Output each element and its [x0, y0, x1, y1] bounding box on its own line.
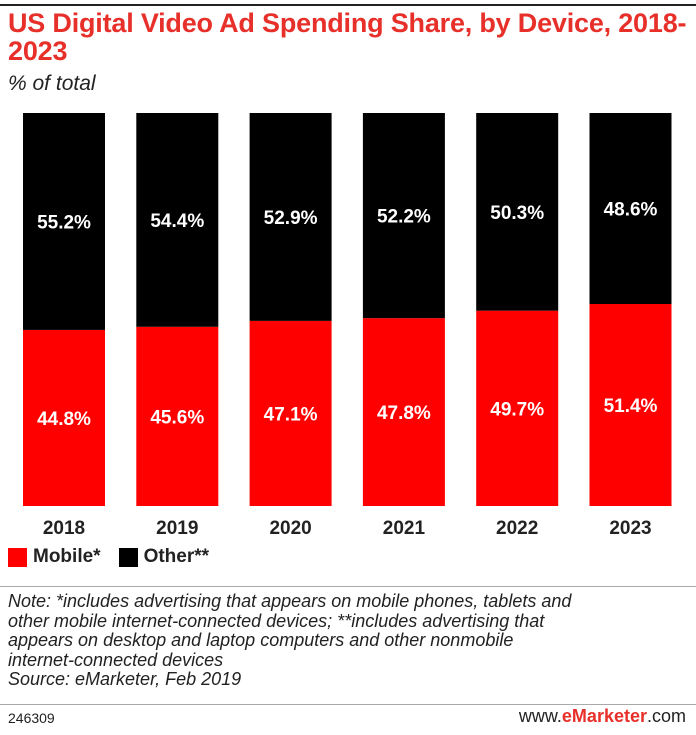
chart-title: US Digital Video Ad Spending Share, by D…: [8, 8, 687, 66]
legend-label-other: Other**: [143, 546, 210, 567]
bar-mobile-2020: [249, 320, 332, 506]
brand-logo: www.eMarketer.com: [519, 706, 686, 727]
data-label-other-2022: 50.3%: [490, 203, 544, 224]
x-tick-2023: 2023: [609, 518, 651, 539]
legend-swatch-other: [118, 547, 138, 567]
legend-item-mobile: Mobile*: [8, 546, 101, 568]
data-label-mobile-2021: 47.8%: [377, 403, 431, 424]
legend-item-other: Other**: [118, 546, 210, 568]
chart-subtitle: % of total: [8, 72, 96, 95]
data-label-mobile-2020: 47.1%: [264, 404, 318, 425]
legend: Mobile* Other**: [8, 546, 227, 568]
chart-id: 246309: [8, 710, 55, 726]
brand-name: eMarketer: [561, 706, 647, 726]
bar-other-2022: [476, 113, 559, 311]
bar-other-2018: [23, 113, 105, 330]
bar-mobile-2021: [362, 318, 445, 506]
bar-mobile-2019: [136, 326, 219, 506]
bar-mobile-2023: [589, 303, 672, 506]
x-tick-2021: 2021: [383, 518, 426, 539]
footnote: Note: *includes advertising that appears…: [8, 591, 678, 690]
data-label-other-2021: 52.2%: [377, 207, 431, 228]
stacked-bar-chart: 44.8% 55.2% 45.6% 54.4% 47.1% 52.9% 47.8% 52.2%…: [23, 113, 672, 539]
value-labels: 44.8% 55.2% 45.6% 54.4% 47.1% 52.9% 47.8% 52.2%…: [37, 199, 657, 429]
legend-label-mobile: Mobile*: [33, 546, 101, 567]
legend-swatch-mobile: [8, 547, 27, 567]
data-label-mobile-2023: 51.4%: [604, 396, 658, 417]
data-label-other-2018: 55.2%: [37, 212, 91, 233]
bar-other-2023: [589, 113, 672, 304]
data-label-mobile-2019: 45.6%: [150, 407, 204, 428]
bar-other-2020: [249, 113, 332, 321]
bar-other-2019: [136, 113, 219, 327]
source-line: Source: eMarketer, Feb 2019: [8, 669, 242, 689]
data-label-mobile-2022: 49.7%: [490, 399, 544, 420]
x-tick-2018: 2018: [43, 518, 85, 539]
footer-divider: [0, 586, 696, 587]
x-tick-2022: 2022: [496, 518, 538, 539]
brand-prefix: www.: [518, 706, 562, 726]
bar-other-2021: [362, 113, 445, 319]
note-line-2: other mobile internet-connected devices;…: [8, 610, 545, 631]
x-axis-ticks: 2018 2019 2020 2021 2022 2023: [43, 518, 652, 539]
note-line-3: appears on desktop and laptop computers …: [8, 630, 514, 650]
bar-mobile-2018: [23, 329, 105, 506]
x-tick-2020: 2020: [269, 518, 311, 539]
data-label-other-2019: 54.4%: [150, 211, 204, 232]
x-tick-2019: 2019: [156, 518, 198, 539]
note-line-1: Note: *includes advertising that appears…: [8, 591, 572, 611]
data-label-other-2023: 48.6%: [604, 199, 658, 220]
note-line-4: internet-connected devices: [8, 649, 224, 670]
bottom-divider: [0, 704, 696, 705]
top-rule: [0, 4, 696, 6]
bar-mobile-2022: [476, 310, 559, 506]
data-label-other-2020: 52.9%: [264, 208, 318, 229]
brand-suffix: .com: [646, 706, 686, 726]
data-label-mobile-2018: 44.8%: [37, 409, 91, 430]
bar-group: [23, 113, 672, 506]
